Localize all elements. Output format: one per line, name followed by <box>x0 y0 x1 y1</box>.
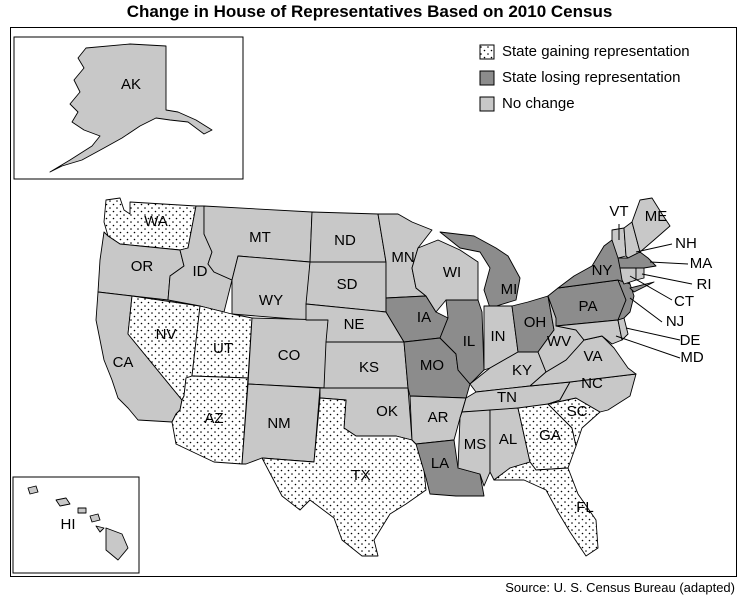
label-MA: MA <box>690 255 713 272</box>
label-OK: OK <box>376 403 398 420</box>
label-MI: MI <box>501 281 518 298</box>
label-PA: PA <box>579 298 598 315</box>
label-WI: WI <box>443 264 461 281</box>
label-SC: SC <box>567 403 588 420</box>
label-MO: MO <box>420 357 444 374</box>
legend-lose-swatch <box>479 70 495 86</box>
legend-none-swatch <box>479 96 495 112</box>
label-VA: VA <box>584 348 603 365</box>
label-IA: IA <box>417 309 431 326</box>
label-MN: MN <box>391 249 414 266</box>
label-TN: TN <box>497 389 517 406</box>
label-AL: AL <box>499 431 517 448</box>
source-note: Source: U. S. Census Bureau (adapted) <box>505 580 735 595</box>
label-NJ: NJ <box>666 313 684 330</box>
label-MS: MS <box>464 436 487 453</box>
label-FL: FL <box>576 499 594 516</box>
label-NE: NE <box>344 316 365 333</box>
legend-lose-label: State losing representation <box>502 69 680 86</box>
label-AR: AR <box>428 409 449 426</box>
map-title: Change in House of Representatives Based… <box>126 2 613 21</box>
label-VT: VT <box>609 203 628 220</box>
label-TX: TX <box>351 467 370 484</box>
label-NM: NM <box>267 415 290 432</box>
state-LA <box>415 439 485 497</box>
label-AK: AK <box>121 76 141 93</box>
label-MD: MD <box>680 349 703 366</box>
state-ME <box>631 197 671 253</box>
label-RI: RI <box>697 276 712 293</box>
label-NY: NY <box>592 262 613 279</box>
state-WY <box>231 255 311 321</box>
label-ND: ND <box>334 232 356 249</box>
legend-none-label: No change <box>502 95 575 112</box>
label-DE: DE <box>680 332 701 349</box>
label-KY: KY <box>512 362 532 379</box>
state-CT <box>619 267 637 285</box>
label-NC: NC <box>581 375 603 392</box>
label-KS: KS <box>359 359 379 376</box>
state-VT <box>611 227 627 259</box>
state-MI <box>439 231 521 309</box>
label-CT: CT <box>674 293 694 310</box>
label-WV: WV <box>547 333 571 350</box>
label-UT: UT <box>213 340 233 357</box>
label-IN: IN <box>491 328 506 345</box>
state-RI <box>635 267 645 281</box>
label-NV: NV <box>156 326 177 343</box>
map-frame <box>10 27 737 577</box>
label-SD: SD <box>337 276 358 293</box>
legend-gain-label: State gaining representation <box>502 43 690 60</box>
leader-lines <box>615 224 693 359</box>
label-ME: ME <box>645 208 668 225</box>
label-WA: WA <box>144 213 168 230</box>
state-NC <box>547 373 637 413</box>
label-HI: HI <box>61 516 76 533</box>
label-MT: MT <box>249 229 271 246</box>
state-HI <box>27 485 129 561</box>
label-CO: CO <box>278 347 301 364</box>
state-NJ <box>617 279 635 321</box>
state-TX <box>261 397 427 557</box>
legend-gain-swatch <box>479 44 495 60</box>
state-IL <box>439 299 485 385</box>
state-AK <box>49 43 213 173</box>
label-CA: CA <box>113 354 134 371</box>
label-OR: OR <box>131 258 154 275</box>
label-IL: IL <box>463 333 476 350</box>
label-AZ: AZ <box>204 410 223 427</box>
label-ID: ID <box>193 263 208 280</box>
label-GA: GA <box>539 427 561 444</box>
label-WY: WY <box>259 292 283 309</box>
state-FL <box>493 461 599 557</box>
label-NH: NH <box>675 235 697 252</box>
label-LA: LA <box>431 455 449 472</box>
label-OH: OH <box>524 314 547 331</box>
